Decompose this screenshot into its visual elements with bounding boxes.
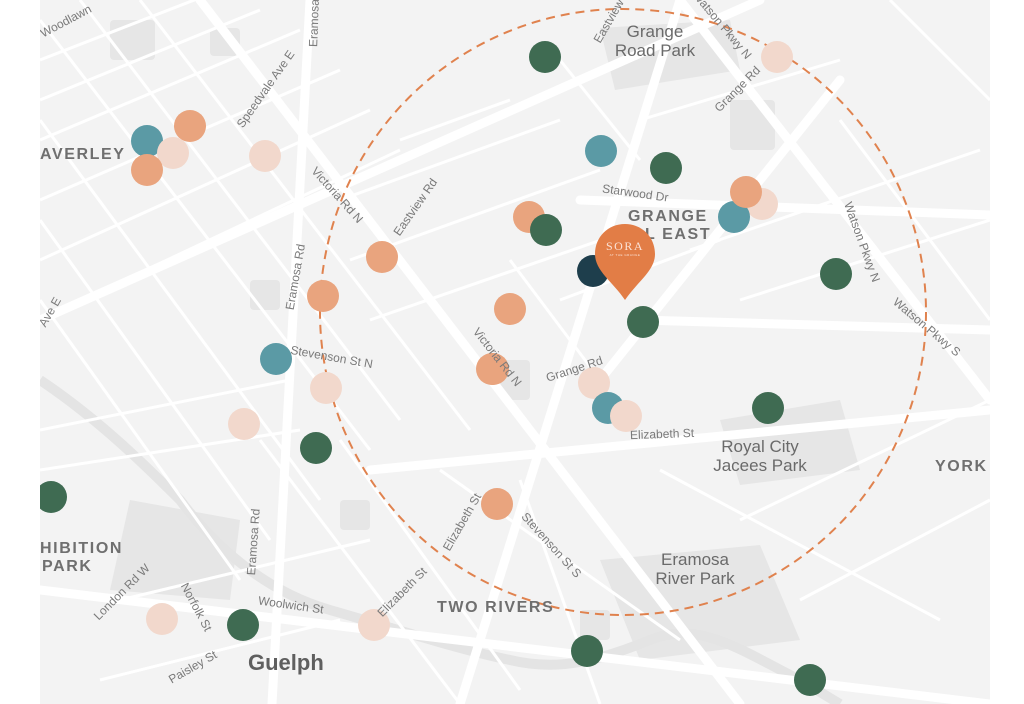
park-area: [600, 545, 800, 660]
poi-dot-teal[interactable]: [718, 201, 750, 233]
street-label: Elizabeth St: [629, 425, 695, 443]
poi-dot-light-pink[interactable]: [358, 609, 390, 641]
eramosa-rd: [267, 0, 315, 704]
poi-dot-orange[interactable]: [476, 353, 508, 385]
poi-dot-dark-green[interactable]: [650, 152, 682, 184]
elizabeth-st-east: [365, 405, 990, 475]
poi-dot-dark-green[interactable]: [627, 306, 659, 338]
poi-dot-orange[interactable]: [481, 488, 513, 520]
poi-dot-teal[interactable]: [131, 125, 163, 157]
woolwich-st: [40, 585, 990, 704]
park-area: [720, 400, 860, 485]
walking-radius-ring: [319, 8, 927, 616]
speedvale-ave: [40, 0, 765, 325]
poi-dot-light-pink[interactable]: [310, 372, 342, 404]
poi-dot-orange[interactable]: [307, 280, 339, 312]
poi-dot-dark-green[interactable]: [820, 258, 852, 290]
marker-brand-text: SORA: [605, 239, 644, 253]
poi-dot-orange[interactable]: [366, 241, 398, 273]
street-network: [40, 0, 990, 704]
grange-road-park-label: Grange Road Park: [614, 22, 696, 60]
poi-dot-light-pink[interactable]: [228, 408, 260, 440]
poi-dot-dark-green[interactable]: [571, 635, 603, 667]
york-label: YORK: [935, 458, 988, 475]
poi-dot-light-pink[interactable]: [761, 41, 793, 73]
grange-hill-east-line1: GRANGE: [628, 208, 708, 225]
watson-pkwy: [675, 0, 990, 405]
exhibition-park-line1: HIBITION: [40, 540, 124, 557]
poi-dot-orange[interactable]: [131, 154, 163, 186]
poi-dot-orange[interactable]: [174, 110, 206, 142]
poi-dot-dark-green[interactable]: [752, 392, 784, 424]
city-label-guelph: Guelph: [248, 650, 324, 675]
sora-location-marker[interactable]: SORA AT THE GRANGE: [593, 222, 657, 302]
watson-pkwy-s: [635, 315, 990, 335]
poi-dot-orange[interactable]: [494, 293, 526, 325]
grange-hill-east-line2: L EAST: [645, 226, 712, 243]
victoria-rd: [195, 0, 745, 704]
poi-dot-dark-green[interactable]: [530, 214, 562, 246]
map-canvas[interactable]: AVERLEY GRANGE L EAST YORK HIBITION PARK…: [40, 0, 990, 704]
poi-dot-dark-green[interactable]: [300, 432, 332, 464]
poi-dot-light-pink[interactable]: [249, 140, 281, 172]
poi-dot-light-pink[interactable]: [610, 400, 642, 432]
poi-dot-orange[interactable]: [730, 176, 762, 208]
starwood-dr: [575, 195, 990, 220]
marker-subtitle-text: AT THE GRANGE: [609, 253, 641, 257]
exhibition-park-line2: PARK: [42, 558, 93, 575]
royal-city-jaycees-park-label: Royal City Jacees Park: [713, 437, 807, 475]
park-area: [110, 500, 240, 600]
street-label: Eramosa: [306, 0, 322, 48]
poi-dot-dark-green[interactable]: [227, 609, 259, 641]
poi-dot-light-pink[interactable]: [157, 137, 189, 169]
poi-dot-light-pink[interactable]: [146, 603, 178, 635]
map-pin-icon: [595, 224, 655, 300]
poi-dot-dark-green[interactable]: [794, 664, 826, 696]
two-rivers-label: TWO RIVERS: [437, 599, 555, 616]
poi-dot-dark-green[interactable]: [40, 481, 67, 513]
poi-dot-light-pink[interactable]: [578, 367, 610, 399]
poi-dot-teal[interactable]: [585, 135, 617, 167]
eramosa-river-park-label: Eramosa River Park: [655, 550, 735, 588]
poi-dot-dark-green[interactable]: [529, 41, 561, 73]
poi-dot-teal[interactable]: [260, 343, 292, 375]
waverley-label: AVERLEY: [40, 146, 126, 163]
